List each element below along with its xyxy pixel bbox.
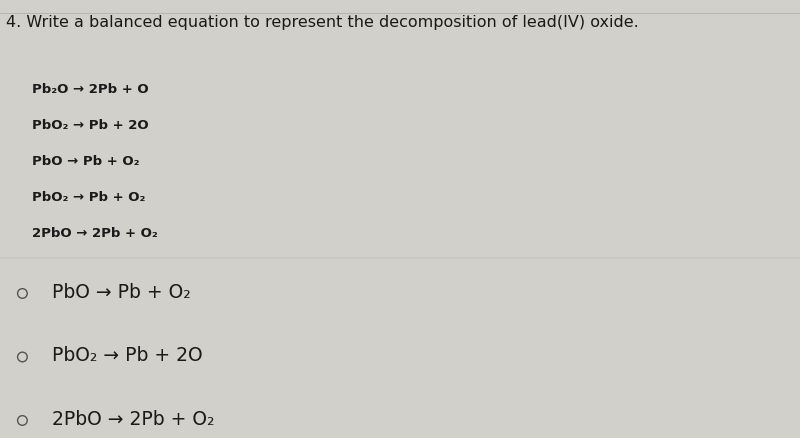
- Text: PbO → Pb + O₂: PbO → Pb + O₂: [52, 283, 190, 301]
- Text: 4. Write a balanced equation to represent the decomposition of lead(IV) oxide.: 4. Write a balanced equation to represen…: [6, 15, 639, 30]
- Text: 2PbO → 2Pb + O₂: 2PbO → 2Pb + O₂: [52, 410, 214, 428]
- Text: PbO₂ → Pb + 2O: PbO₂ → Pb + 2O: [52, 346, 202, 365]
- Text: Pb₂O → 2Pb + O: Pb₂O → 2Pb + O: [32, 83, 149, 96]
- Text: PbO₂ → Pb + 2O: PbO₂ → Pb + 2O: [32, 119, 149, 132]
- Text: PbO → Pb + O₂: PbO → Pb + O₂: [32, 155, 139, 168]
- Text: 2PbO → 2Pb + O₂: 2PbO → 2Pb + O₂: [32, 227, 158, 240]
- Text: PbO₂ → Pb + O₂: PbO₂ → Pb + O₂: [32, 191, 146, 204]
